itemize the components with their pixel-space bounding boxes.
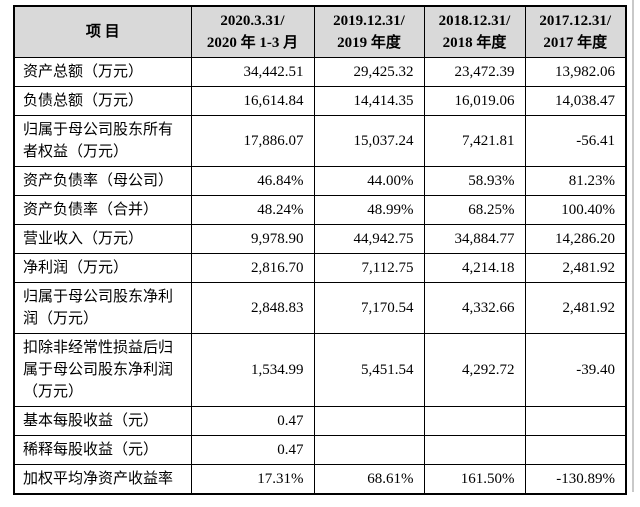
row-value: 34,442.51 <box>190 57 315 87</box>
row-value: 2,481.92 <box>524 253 627 283</box>
header-period-span: 2019 年度 <box>337 35 401 51</box>
row-value: 7,421.81 <box>423 115 526 167</box>
row-value <box>423 435 526 465</box>
row-value: 5,451.54 <box>313 333 425 407</box>
row-value: 0.47 <box>190 435 315 465</box>
page-edge-line <box>632 0 634 492</box>
row-value: 9,978.90 <box>190 224 315 254</box>
table-row: 净利润（万元） 2,816.70 7,112.75 4,214.18 2,481.92 <box>13 253 627 283</box>
table-row: 营业收入（万元） 9,978.90 44,942.75 34,884.77 14,286… <box>13 224 627 254</box>
row-value: 16,614.84 <box>190 86 315 116</box>
row-value: 68.61% <box>313 464 425 495</box>
row-value: 68.25% <box>423 195 526 225</box>
header-period-date: 2017.12.31/ <box>539 13 612 29</box>
row-value: 4,332.66 <box>423 282 526 334</box>
row-value: 81.23% <box>524 166 627 196</box>
row-value: 2,481.92 <box>524 282 627 334</box>
row-value: 15,037.24 <box>313 115 425 167</box>
table-row: 资产总额（万元） 34,442.51 29,425.32 23,472.39 13,98… <box>13 57 627 87</box>
header-period-span: 2018 年度 <box>442 35 507 51</box>
header-period-span: 2017 年度 <box>543 35 608 51</box>
table-row: 扣除非经常性损益后归属于母公司股东净利润（万元） 1,534.99 5,451.54… <box>13 333 627 407</box>
row-label: 资产负债率（母公司） <box>13 166 192 196</box>
table-row: 资产负债率（母公司） 46.84% 44.00% 58.93% 81.23% <box>13 166 627 196</box>
row-value <box>313 406 425 436</box>
row-label: 归属于母公司股东所有者权益（万元） <box>13 115 192 167</box>
header-row: 项 目 2020.3.31/ 2020 年 1-3 月 2019.12.31/ … <box>13 5 627 58</box>
row-value: 0.47 <box>190 406 315 436</box>
row-value: 48.99% <box>313 195 425 225</box>
table-body: 资产总额（万元） 34,442.51 29,425.32 23,472.39 13,98… <box>13 57 627 495</box>
row-label: 加权平均净资产收益率 <box>13 464 192 495</box>
row-value: 44,942.75 <box>313 224 425 254</box>
row-value <box>524 435 627 465</box>
header-period-2017: 2017.12.31/ 2017 年度 <box>524 5 627 58</box>
row-value: 58.93% <box>423 166 526 196</box>
row-value: 4,214.18 <box>423 253 526 283</box>
row-value <box>423 406 526 436</box>
header-period-date: 2020.3.31/ <box>220 13 285 29</box>
header-period-span: 2020 年 1-3 月 <box>206 35 299 51</box>
row-label: 稀释每股收益（元） <box>13 435 192 465</box>
row-value: 29,425.32 <box>313 57 425 87</box>
row-value: -56.41 <box>524 115 627 167</box>
row-label: 资产总额（万元） <box>13 57 192 87</box>
row-value: -39.40 <box>524 333 627 407</box>
row-value: 17,886.07 <box>190 115 315 167</box>
header-period-2018: 2018.12.31/ 2018 年度 <box>423 5 526 58</box>
header-period-2020q1: 2020.3.31/ 2020 年 1-3 月 <box>190 5 315 58</box>
table-row: 加权平均净资产收益率 17.31% 68.61% 161.50% -130.89% <box>13 464 627 495</box>
row-label: 营业收入（万元） <box>13 224 192 254</box>
row-value: 4,292.72 <box>423 333 526 407</box>
row-value: 46.84% <box>190 166 315 196</box>
table-row: 归属于母公司股东所有者权益（万元） 17,886.07 15,037.24 7,421… <box>13 115 627 167</box>
row-label: 负债总额（万元） <box>13 86 192 116</box>
header-item-col: 项 目 <box>13 5 192 58</box>
table-row: 基本每股收益（元） 0.47 <box>13 406 627 436</box>
row-value <box>524 406 627 436</box>
row-value: 7,170.54 <box>313 282 425 334</box>
table-row: 资产负债率（合并） 48.24% 48.99% 68.25% 100.40% <box>13 195 627 225</box>
table-row: 负债总额（万元） 16,614.84 14,414.35 16,019.06 14,03… <box>13 86 627 116</box>
row-label: 归属于母公司股东净利润（万元） <box>13 282 192 334</box>
row-value: 100.40% <box>524 195 627 225</box>
header-period-date: 2018.12.31/ <box>438 13 511 29</box>
row-label: 基本每股收益（元） <box>13 406 192 436</box>
financial-summary-table: 项 目 2020.3.31/ 2020 年 1-3 月 2019.12.31/ … <box>13 5 627 495</box>
row-value: 44.00% <box>313 166 425 196</box>
row-label: 扣除非经常性损益后归属于母公司股东净利润（万元） <box>13 333 192 407</box>
row-value: -130.89% <box>524 464 627 495</box>
row-value: 16,019.06 <box>423 86 526 116</box>
row-value: 2,816.70 <box>190 253 315 283</box>
row-value <box>313 435 425 465</box>
row-label: 净利润（万元） <box>13 253 192 283</box>
row-value: 34,884.77 <box>423 224 526 254</box>
row-label: 资产负债率（合并） <box>13 195 192 225</box>
row-value: 17.31% <box>190 464 315 495</box>
row-value: 14,038.47 <box>524 86 627 116</box>
table-row: 稀释每股收益（元） 0.47 <box>13 435 627 465</box>
row-value: 7,112.75 <box>313 253 425 283</box>
header-period-date: 2019.12.31/ <box>333 13 405 29</box>
row-value: 48.24% <box>190 195 315 225</box>
row-value: 14,414.35 <box>313 86 425 116</box>
row-value: 14,286.20 <box>524 224 627 254</box>
header-period-2019: 2019.12.31/ 2019 年度 <box>313 5 425 58</box>
row-value: 1,534.99 <box>190 333 315 407</box>
table-row: 归属于母公司股东净利润（万元） 2,848.83 7,170.54 4,332.66 2… <box>13 282 627 334</box>
row-value: 2,848.83 <box>190 282 315 334</box>
row-value: 13,982.06 <box>524 57 627 87</box>
row-value: 161.50% <box>423 464 526 495</box>
row-value: 23,472.39 <box>423 57 526 87</box>
